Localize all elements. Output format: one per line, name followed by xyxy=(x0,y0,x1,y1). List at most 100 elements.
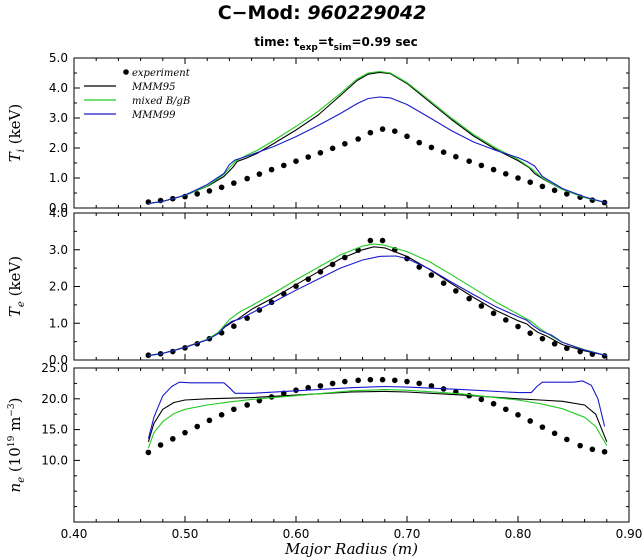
x-tick-label: 0.90 xyxy=(616,527,643,541)
subtitle-prefix: time: t xyxy=(254,35,299,49)
y-label-sup: −3 xyxy=(7,403,17,417)
subtitle-sub2: sim xyxy=(334,43,352,53)
y-tick-label: 5.0 xyxy=(49,51,68,65)
y-tick-label: 20.0 xyxy=(41,392,68,406)
y-tick-label: 1.0 xyxy=(49,316,68,330)
data-point-experiment xyxy=(502,317,509,323)
y-tick-label: 2.0 xyxy=(49,280,68,294)
y-label-sub: e xyxy=(16,477,27,483)
data-point-experiment xyxy=(231,406,237,413)
y-tick-label: 15.0 xyxy=(41,423,68,437)
data-point-experiment xyxy=(145,449,152,456)
data-point-experiment xyxy=(317,383,324,389)
data-point-experiment xyxy=(391,377,398,384)
legend-label-mixed-b-gb: mixed B/gB xyxy=(132,96,190,107)
data-point-experiment xyxy=(367,129,374,136)
x-tick-label: 0.40 xyxy=(61,527,88,541)
data-point-experiment xyxy=(367,376,374,383)
panel-ne: 10.0 15.0 20.0 25.0 ne (1019 m−3) 0.40 0.50 0.6… xyxy=(6,361,642,558)
data-point-experiment xyxy=(502,171,509,177)
data-point-experiment xyxy=(601,448,608,455)
x-tick-label: 0.80 xyxy=(505,527,532,541)
series-line-mmm95 xyxy=(148,71,607,205)
data-point-experiment xyxy=(244,315,250,321)
data-point-experiment xyxy=(589,446,596,453)
subtitle-sub1: exp xyxy=(300,43,319,53)
data-point-experiment xyxy=(355,136,361,142)
data-point-experiment xyxy=(194,423,201,430)
data-point-experiment xyxy=(564,436,570,443)
y-tick-label: 10.0 xyxy=(41,453,68,467)
data-point-experiment xyxy=(490,400,497,407)
x-tick-label: 0.50 xyxy=(172,527,199,541)
data-point-experiment xyxy=(551,341,558,347)
data-point-experiment xyxy=(404,378,410,385)
data-point-experiment xyxy=(293,283,299,289)
y-label-sub: e xyxy=(16,301,27,307)
data-point-experiment xyxy=(564,191,570,197)
data-point-experiment xyxy=(305,276,312,282)
data-point-experiment xyxy=(231,323,237,329)
data-point-experiment xyxy=(515,323,521,330)
x-axis-label: Major Radius (m) xyxy=(284,540,418,558)
y-axis-label: Te (keV) xyxy=(6,256,27,317)
data-point-experiment xyxy=(478,396,485,403)
data-point-experiment xyxy=(379,376,386,383)
y-tick-label: 1.0 xyxy=(49,171,68,185)
data-point-experiment xyxy=(478,303,485,309)
legend: experiment MMM95 mixed B/gB MMM99 xyxy=(84,68,191,121)
data-point-experiment xyxy=(244,175,250,182)
data-point-experiment xyxy=(527,330,534,336)
data-point-experiment xyxy=(428,383,435,389)
legend-label-mmm99: MMM99 xyxy=(131,110,176,121)
data-point-experiment xyxy=(416,264,423,270)
data-point-experiment xyxy=(440,280,447,286)
data-point-experiment xyxy=(293,158,299,164)
title-prefix: C−Mod: xyxy=(218,2,308,24)
data-point-experiment xyxy=(466,158,472,164)
data-point-experiment xyxy=(206,188,213,194)
data-point-experiment xyxy=(329,145,336,152)
data-point-experiment xyxy=(502,406,509,413)
series-line-mixed-b-gb xyxy=(147,389,608,449)
data-point-experiment xyxy=(379,237,386,244)
data-point-experiment xyxy=(218,412,225,418)
data-point-experiment xyxy=(342,378,348,385)
data-point-experiment xyxy=(218,184,225,191)
data-point-experiment xyxy=(440,149,447,155)
data-point-experiment xyxy=(428,272,435,278)
data-point-experiment xyxy=(416,139,423,146)
subtitle-mid: =t xyxy=(318,35,334,49)
data-point-experiment xyxy=(490,166,497,173)
legend-label-mmm95: MMM95 xyxy=(131,82,175,93)
data-point-experiment xyxy=(539,183,546,190)
y-label-unit: (10 xyxy=(6,447,24,477)
data-point-experiment xyxy=(317,269,324,275)
data-point-experiment xyxy=(305,154,312,160)
data-point-experiment xyxy=(293,387,299,393)
data-point-experiment xyxy=(404,133,410,140)
y-tick-label: 0.0 xyxy=(49,201,68,215)
data-point-experiment xyxy=(194,191,201,197)
data-point-experiment xyxy=(515,175,521,181)
data-point-experiment xyxy=(157,442,164,448)
data-point-experiment xyxy=(527,418,534,424)
data-point-experiment xyxy=(280,162,287,169)
y-label-main: T xyxy=(6,151,24,162)
title-shot: 960229042 xyxy=(307,2,426,24)
axes-frame-Ti xyxy=(73,57,630,209)
data-point-experiment xyxy=(379,126,386,132)
y-label-main: T xyxy=(6,306,24,317)
x-tick-label: 0.70 xyxy=(394,527,421,541)
data-point-experiment xyxy=(453,288,459,294)
y-label-sub: i xyxy=(16,149,27,152)
data-point-experiment xyxy=(305,384,312,391)
data-point-experiment xyxy=(317,150,324,156)
data-point-experiment xyxy=(466,295,472,302)
series-line-mixed-b-gb xyxy=(148,243,607,357)
y-label-sup: 19 xyxy=(7,435,17,447)
legend-marker-experiment xyxy=(123,69,129,75)
subtitle-suffix: =0.99 sec xyxy=(351,35,417,49)
